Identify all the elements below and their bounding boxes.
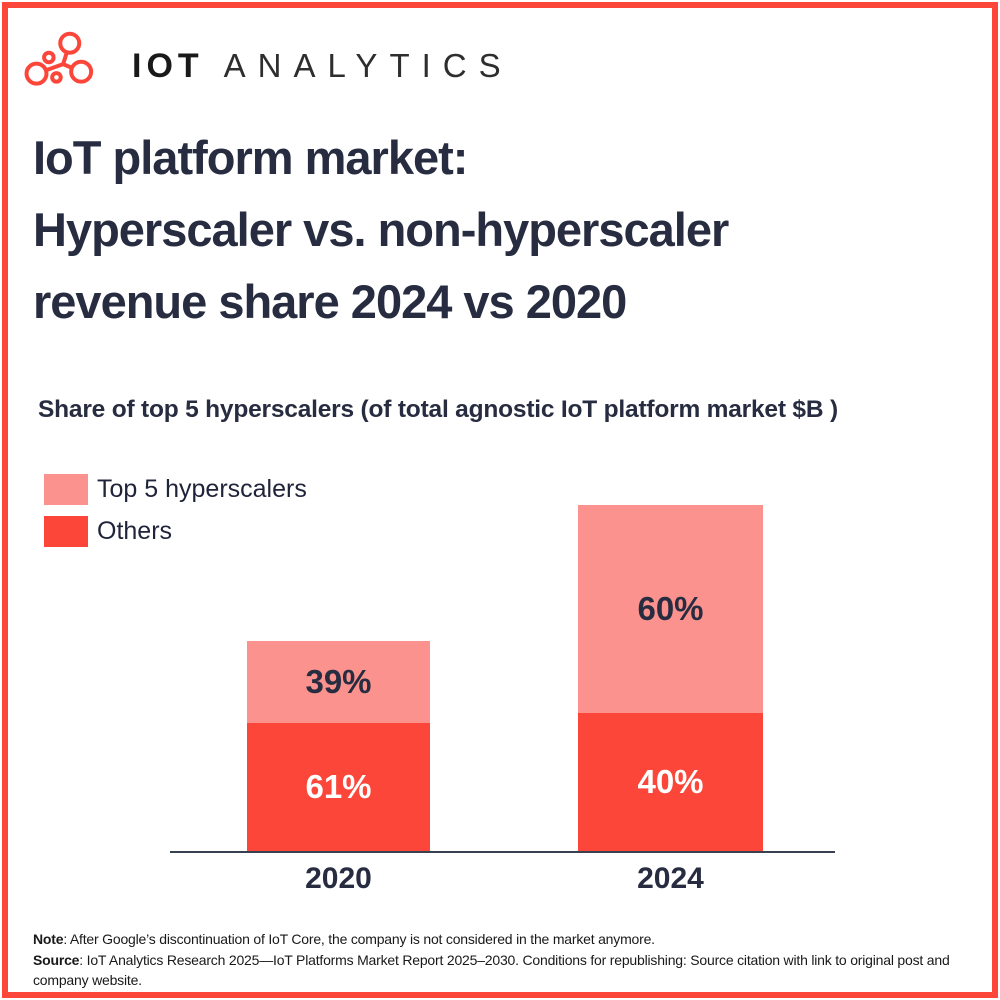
brand-logo: IOT ANALYTICS <box>22 28 513 104</box>
x-axis-line <box>170 851 835 853</box>
x-axis-label-2024: 2024 <box>637 862 704 895</box>
note-text: : After Google’s discontinuation of IoT … <box>63 931 655 947</box>
bar-2020-top5-value: 39% <box>305 663 372 700</box>
page-title: IoT platform market: Hyperscaler vs. non… <box>33 122 729 338</box>
footnotes: Note: After Google’s discontinuation of … <box>33 929 965 991</box>
x-axis-label-2020: 2020 <box>305 862 372 895</box>
source-label: Source <box>33 951 80 968</box>
note-line: Note: After Google’s discontinuation of … <box>33 929 965 950</box>
source-line: Source: IoT Analytics Research 2025—IoT … <box>33 950 965 991</box>
legend-swatch-top5 <box>44 474 88 505</box>
bar-2024: 60% 40% <box>578 505 763 851</box>
bar-2020-others-segment: 61% <box>247 723 430 851</box>
note-label: Note <box>33 931 64 947</box>
bar-2024-others-segment: 40% <box>578 713 763 851</box>
logo-text-iot: IOT <box>132 46 204 85</box>
bar-2024-top5-value: 60% <box>637 590 704 627</box>
bar-2020-others-value: 61% <box>305 768 372 805</box>
legend-item-others: Others <box>44 516 307 547</box>
legend-swatch-others <box>44 516 88 547</box>
source-text: : IoT Analytics Research 2025—IoT Platfo… <box>33 951 950 989</box>
logo-text-analytics: ANALYTICS <box>223 47 513 84</box>
title-line-2: Hyperscaler vs. non-hyperscaler <box>33 203 729 256</box>
title-line-1: IoT platform market: <box>33 131 468 184</box>
chart-title: Share of top 5 hyperscalers (of total ag… <box>38 396 838 423</box>
legend-label-others: Others <box>97 517 173 545</box>
chart-legend: Top 5 hyperscalers Others <box>44 474 307 558</box>
iot-analytics-logo-icon <box>24 31 94 86</box>
bar-2020: 39% 61% <box>247 641 430 851</box>
legend-item-top5: Top 5 hyperscalers <box>44 474 307 505</box>
bar-2020-top5-segment: 39% <box>247 641 430 723</box>
bar-2024-top5-segment: 60% <box>578 505 763 713</box>
title-line-3: revenue share 2024 vs 2020 <box>33 275 627 328</box>
legend-label-top5: Top 5 hyperscalers <box>97 475 307 503</box>
bar-2024-others-value: 40% <box>637 763 704 800</box>
